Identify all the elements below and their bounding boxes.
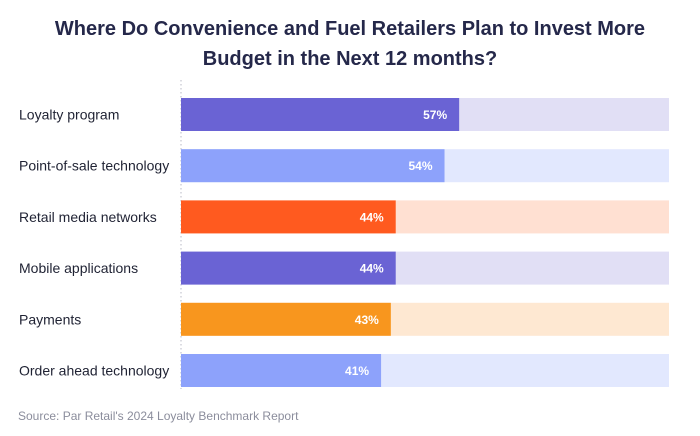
bar-value-label: 44%	[360, 262, 384, 276]
category-label: Point-of-sale technology	[19, 158, 169, 174]
bar	[181, 302, 391, 336]
category-label: Mobile applications	[19, 260, 138, 276]
bar-value-label: 43%	[355, 313, 379, 327]
category-label: Order ahead technology	[19, 363, 169, 379]
bar	[181, 200, 396, 234]
source-note: Source: Par Retail's 2024 Loyalty Benchm…	[18, 409, 299, 423]
bar-value-label: 57%	[423, 108, 447, 122]
category-label: Retail media networks	[19, 209, 157, 225]
chart-title-line-1: Where Do Convenience and Fuel Retailers …	[54, 18, 646, 40]
bar	[181, 354, 382, 387]
category-label: Payments	[19, 311, 81, 327]
bar-value-label: 54%	[408, 159, 432, 173]
bar	[181, 251, 396, 285]
chart-title-line-2: Budget in the Next 12 months?	[202, 48, 498, 70]
bar	[181, 149, 445, 183]
bar-value-label: 44%	[360, 210, 384, 224]
category-label: Loyalty program	[19, 107, 119, 123]
chart-title: Where Do Convenience and Fuel Retailers …	[0, 14, 700, 74]
bar-value-label: 41%	[345, 364, 369, 378]
bar	[181, 98, 460, 131]
